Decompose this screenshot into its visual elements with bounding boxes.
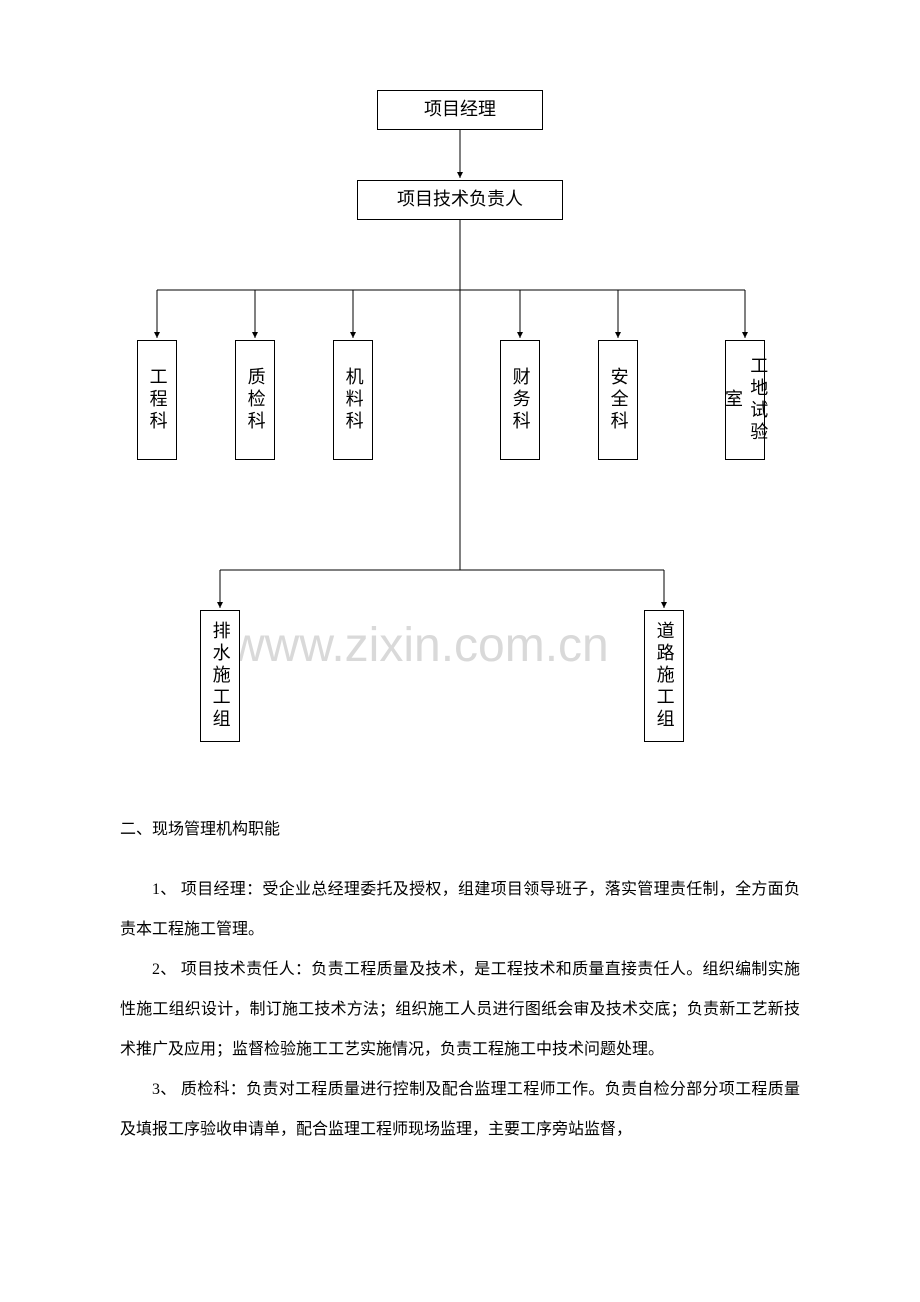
chart-node-n8: 工地试验室 xyxy=(725,340,765,460)
section-heading: 二、现场管理机构职能 xyxy=(120,810,800,850)
paragraph-3: 3、 质检科：负责对工程质量进行控制及配合监理工程师工作。负责自检分部分项工程质… xyxy=(120,1070,800,1150)
chart-node-n5: 机料科 xyxy=(333,340,373,460)
chart-node-n2: 项目技术负责人 xyxy=(357,180,563,220)
paragraph-2: 2、 项目技术责任人：负责工程质量及技术，是工程技术和质量直接责任人。组织编制实… xyxy=(120,950,800,1070)
chart-node-n9: 排水施工组 xyxy=(200,610,240,742)
chart-node-n3: 工程科 xyxy=(137,340,177,460)
chart-node-n10: 道路施工组 xyxy=(644,610,684,742)
paragraph-1: 1、 项目经理：受企业总经理委托及授权，组建项目领导班子，落实管理责任制，全方面… xyxy=(120,870,800,950)
org-chart: www.zixin.com.cn 项目经理项目技术负责人工程科质检科机料科财务科… xyxy=(120,80,800,740)
chart-node-n7: 安全科 xyxy=(598,340,638,460)
chart-node-n1: 项目经理 xyxy=(377,90,543,130)
chart-node-n4: 质检科 xyxy=(235,340,275,460)
chart-node-n6: 财务科 xyxy=(500,340,540,460)
body-text: 二、现场管理机构职能 1、 项目经理：受企业总经理委托及授权，组建项目领导班子，… xyxy=(120,810,800,1150)
